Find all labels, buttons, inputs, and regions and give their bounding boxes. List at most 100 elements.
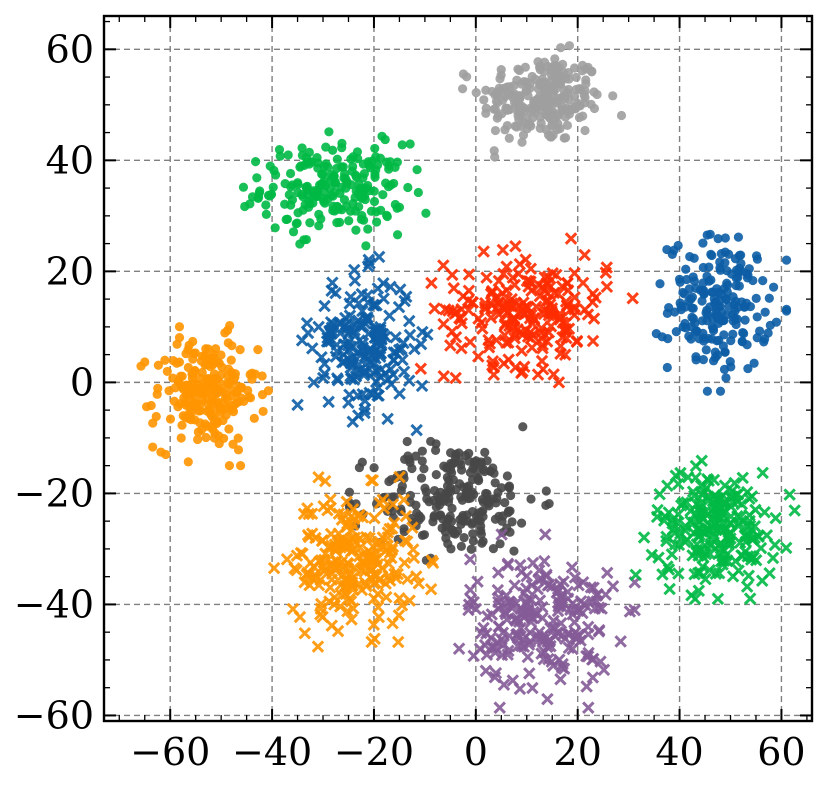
- scatter-point: [758, 505, 771, 519]
- scatter-point: [233, 445, 244, 455]
- scatter-point: [487, 368, 501, 381]
- scatter-point: [353, 334, 366, 347]
- scatter-point: [291, 219, 301, 229]
- scatter-point: [410, 570, 423, 583]
- cluster-blue-cross: [291, 250, 434, 437]
- scatter-point: [359, 215, 369, 225]
- scatter-point: [710, 347, 720, 357]
- scatter-point: [235, 345, 245, 355]
- scatter-point: [161, 449, 171, 460]
- scatter-point: [514, 105, 524, 115]
- cluster-green-cross: [629, 454, 801, 606]
- scatter-point: [222, 378, 233, 388]
- scatter-point: [312, 320, 325, 334]
- scatter-point: [202, 406, 212, 416]
- scatter-point: [285, 168, 296, 179]
- scatter-point: [569, 101, 580, 112]
- scatter-point: [525, 593, 538, 607]
- scatter-point: [724, 301, 734, 311]
- scatter-point: [355, 287, 369, 301]
- scatter-point: [201, 344, 211, 354]
- scatter-point: [395, 599, 409, 612]
- scatter-point: [341, 574, 354, 588]
- scatter-point: [490, 125, 501, 136]
- scatter-point: [489, 146, 499, 156]
- scatter-point: [268, 182, 278, 192]
- scatter-point: [366, 206, 377, 216]
- scatter-point: [554, 591, 567, 604]
- scatter-point: [572, 578, 585, 592]
- scatter-point: [709, 492, 722, 506]
- cluster-orange-cross: [267, 470, 440, 653]
- scatter-point: [519, 324, 533, 337]
- scatter-point: [505, 506, 515, 516]
- scatter-point: [492, 274, 506, 288]
- scatter-point: [741, 298, 751, 308]
- scatter-point: [534, 326, 548, 339]
- scatter-point: [481, 488, 491, 499]
- scatter-point: [541, 486, 551, 496]
- scatter-point: [684, 284, 694, 294]
- scatter-point: [446, 544, 456, 554]
- scatter-point: [424, 497, 434, 507]
- scatter-point: [136, 361, 146, 371]
- scatter-point: [330, 178, 341, 188]
- scatter-point: [457, 513, 467, 523]
- scatter-point: [564, 74, 574, 84]
- scatter-point: [501, 558, 515, 572]
- scatter-point: [728, 476, 741, 490]
- scatter-point: [431, 470, 441, 480]
- scatter-point: [364, 551, 377, 564]
- scatter-point: [476, 529, 486, 539]
- scatter-point: [686, 334, 696, 344]
- scatter-point: [363, 531, 376, 545]
- scatter-point: [304, 147, 314, 157]
- scatter-point: [560, 298, 574, 312]
- scatter-point: [345, 613, 358, 626]
- scatter-point: [715, 386, 726, 396]
- scatter-point: [755, 574, 769, 587]
- scatter-point: [174, 322, 185, 332]
- scatter-point: [709, 567, 723, 581]
- scatter-point: [698, 328, 708, 338]
- scatter-point: [712, 567, 726, 580]
- scatter-point: [488, 544, 498, 554]
- scatter-point: [360, 194, 370, 205]
- scatter-point: [491, 96, 502, 106]
- scatter-point: [280, 179, 290, 189]
- scatter-point: [447, 281, 461, 295]
- scatter-point: [536, 611, 549, 625]
- scatter-point: [173, 402, 183, 412]
- scatter-point: [508, 579, 521, 592]
- scatter-point: [347, 166, 357, 176]
- scatter-point: [545, 113, 555, 123]
- scatter-point: [739, 535, 753, 549]
- scatter-point: [477, 245, 490, 258]
- scatter-point: [399, 509, 413, 523]
- scatter-point: [515, 607, 529, 621]
- scatter-point: [451, 449, 461, 459]
- scatter-point: [490, 478, 500, 488]
- scatter-point: [694, 479, 708, 492]
- scatter-point: [754, 541, 768, 555]
- scatter-point: [482, 333, 495, 347]
- scatter-point: [417, 446, 427, 456]
- scatter-point: [463, 335, 477, 349]
- scatter-point: [375, 561, 389, 575]
- scatter-point: [497, 267, 510, 281]
- scatter-point: [296, 547, 309, 561]
- scatter-point: [513, 91, 523, 101]
- scatter-point: [367, 618, 381, 631]
- scatter-point: [314, 608, 327, 621]
- scatter-point: [293, 610, 307, 624]
- scatter-point: [318, 564, 331, 578]
- scatter-point: [398, 556, 411, 570]
- scatter-point: [781, 306, 792, 316]
- scatter-point: [720, 347, 730, 357]
- y-tick-label: −20: [14, 471, 94, 515]
- scatter-point: [344, 487, 355, 497]
- scatter-point: [587, 67, 597, 77]
- scatter-point: [467, 595, 481, 609]
- scatter-point: [216, 350, 226, 360]
- scatter-point: [720, 233, 730, 243]
